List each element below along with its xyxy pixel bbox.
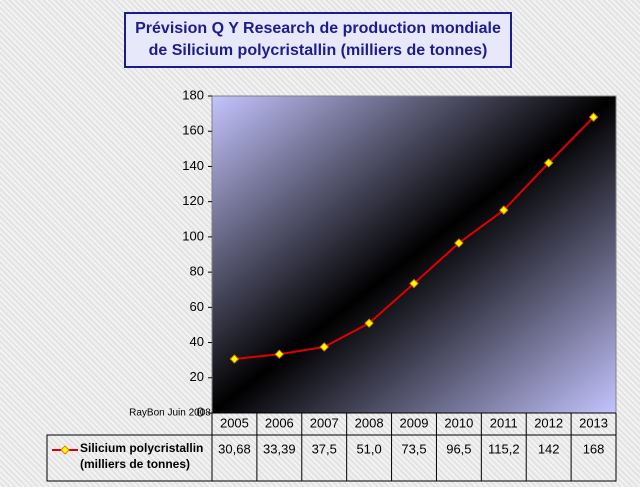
chart-title: Prévision Q Y Research de production mon… bbox=[124, 12, 512, 68]
x-tick-label: 2012 bbox=[534, 415, 563, 430]
y-tick-label: 60 bbox=[190, 299, 204, 314]
data-marker bbox=[454, 238, 464, 248]
x-tick-label: 2011 bbox=[490, 415, 518, 430]
data-marker bbox=[409, 278, 419, 289]
table-value: 96,5 bbox=[446, 441, 471, 456]
table-value: 33,39 bbox=[263, 441, 296, 456]
data-marker bbox=[543, 158, 554, 168]
table-value: 30,68 bbox=[218, 441, 251, 456]
y-tick-label: 160 bbox=[182, 123, 204, 138]
x-tick-label: 2013 bbox=[579, 415, 608, 430]
y-tick-label: 80 bbox=[190, 264, 204, 279]
data-marker bbox=[588, 112, 599, 122]
table-value: 51,0 bbox=[356, 441, 381, 456]
x-tick-label: 2007 bbox=[310, 415, 339, 430]
table-value: 142 bbox=[538, 441, 560, 456]
x-tick-label: 2009 bbox=[400, 415, 429, 430]
data-marker bbox=[364, 318, 374, 328]
table-value: 168 bbox=[583, 441, 605, 456]
y-tick-label: 120 bbox=[182, 193, 204, 208]
y-tick-label: 0 bbox=[197, 404, 204, 419]
data-marker bbox=[319, 342, 329, 352]
table-value: 115,2 bbox=[488, 441, 520, 456]
y-tick-label: 180 bbox=[182, 87, 204, 102]
table-value: 37,5 bbox=[312, 441, 337, 456]
data-marker bbox=[499, 205, 509, 215]
y-tick-label: 100 bbox=[182, 228, 204, 243]
y-tick-label: 40 bbox=[190, 334, 204, 349]
legend-label: Silicium polycristallin (milliers de ton… bbox=[80, 441, 204, 471]
x-tick-label: 2006 bbox=[265, 415, 294, 430]
x-tick-label: 2010 bbox=[444, 415, 473, 430]
data-marker bbox=[274, 349, 285, 359]
annotation: RayBon Juin 2008 bbox=[129, 408, 211, 419]
plot-area bbox=[211, 95, 617, 414]
x-tick-label: 2008 bbox=[355, 415, 384, 430]
y-tick-label: 20 bbox=[190, 369, 204, 384]
data-marker bbox=[229, 354, 240, 364]
y-tick-label: 140 bbox=[182, 158, 204, 173]
table-value: 73,5 bbox=[401, 441, 426, 456]
x-tick-label: 2005 bbox=[220, 415, 249, 430]
legend-marker bbox=[60, 445, 70, 455]
